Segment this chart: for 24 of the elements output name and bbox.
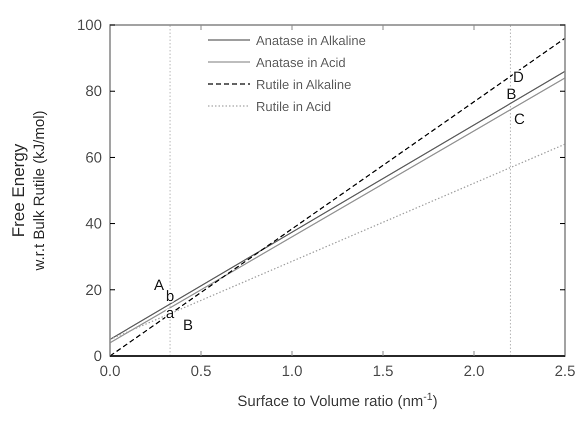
annotation: B xyxy=(183,317,194,334)
annotation: A xyxy=(154,277,164,294)
annotation: B xyxy=(506,86,516,103)
y-tick-label: 100 xyxy=(76,17,102,34)
x-tick-label: 2.0 xyxy=(464,363,484,380)
x-tick-label: 0.5 xyxy=(190,363,212,380)
x-tick-label: 1.0 xyxy=(282,363,302,380)
y-axis-title: Free Energy w.r.t Bulk Rutile (kJ/mol) xyxy=(9,110,48,272)
annotation: D xyxy=(512,69,524,86)
x-tick-label: 2.5 xyxy=(554,363,576,380)
legend-label: Anatase in Acid xyxy=(256,55,346,70)
legend-label: Anatase in Alkaline xyxy=(256,33,366,48)
x-tick-label: 1.5 xyxy=(372,363,394,380)
y-tick-label: 60 xyxy=(85,149,102,166)
x-tick-label: 0.0 xyxy=(100,363,120,380)
annotation: b xyxy=(166,288,174,305)
legend-label: Rutile in Acid xyxy=(256,99,332,114)
y-tick-label: 20 xyxy=(85,282,102,299)
y-tick-label: 40 xyxy=(85,216,102,233)
y-tick-label: 80 xyxy=(85,83,102,100)
legend-label: Rutile in Alkaline xyxy=(256,77,352,92)
annotation: C xyxy=(514,111,525,128)
y-tick-label: 0 xyxy=(94,348,102,365)
x-axis-title: Surface to Volume ratio (nm$^{-1}$) xyxy=(237,391,438,410)
